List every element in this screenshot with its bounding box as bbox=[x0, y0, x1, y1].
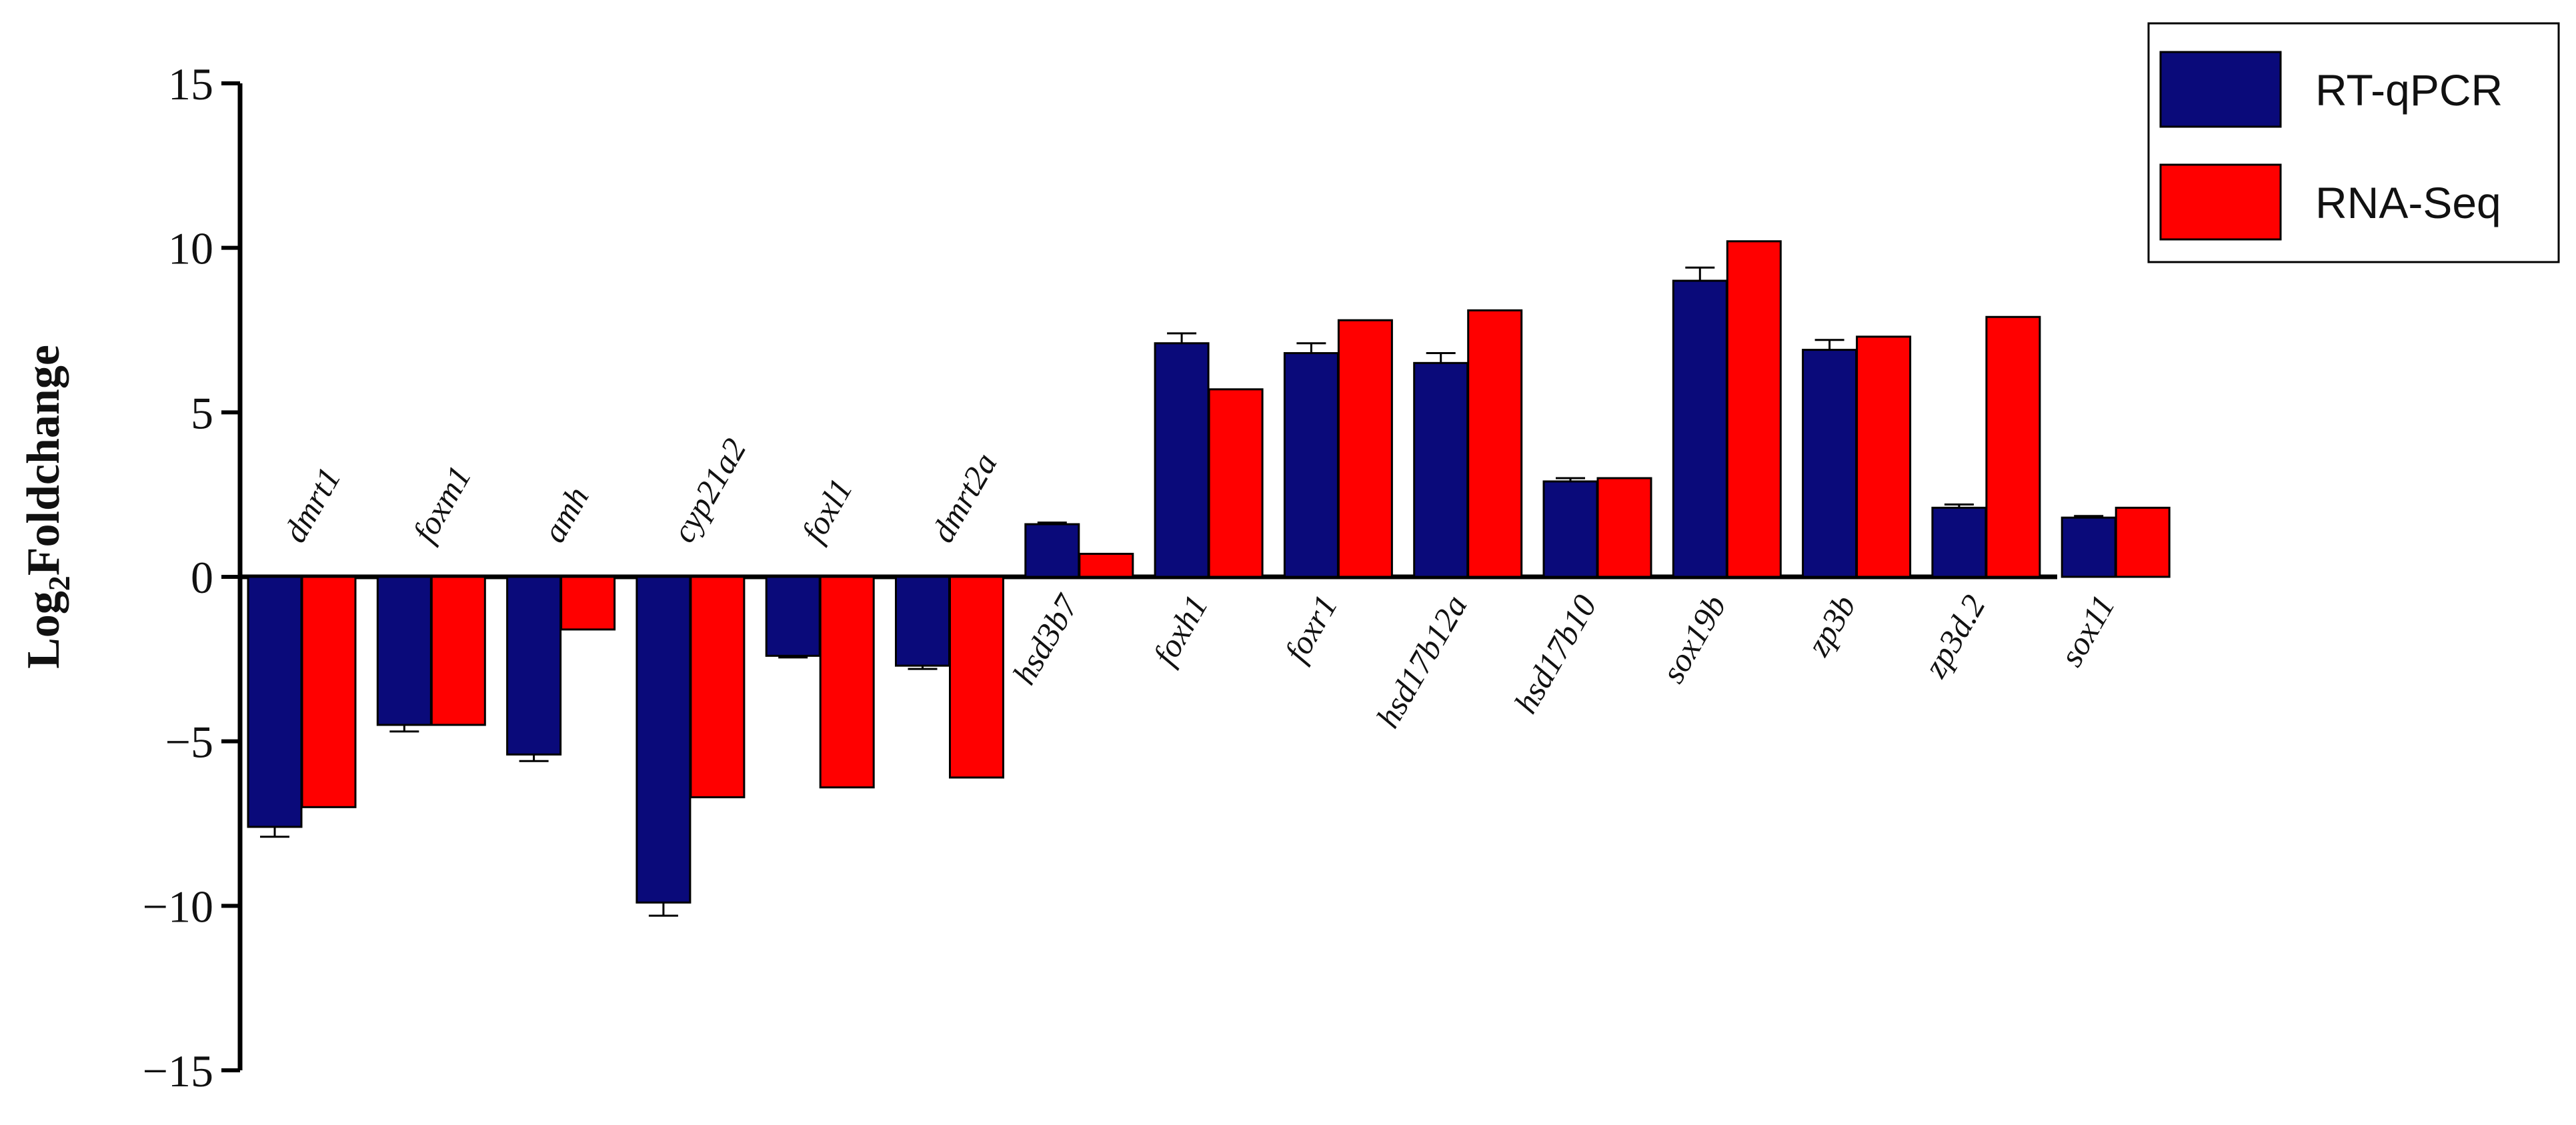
y-tick-label: 0 bbox=[191, 552, 213, 603]
category-label: foxr1 bbox=[1277, 588, 1344, 668]
bar-rna-seq-foxm1 bbox=[430, 576, 486, 726]
bar-rt-qpcr-cyp21a2 bbox=[635, 576, 692, 904]
bar-rt-qpcr-hsd3b7 bbox=[1024, 523, 1080, 578]
legend-label-rt-qpcr: RT-qPCR bbox=[2315, 65, 2503, 115]
bar-rna-seq-foxr1 bbox=[1337, 319, 1393, 578]
bar-rna-seq-sox19b bbox=[1726, 240, 1782, 578]
bar-rna-seq-zp3d-2 bbox=[1985, 315, 2041, 578]
category-label: amh bbox=[535, 480, 596, 549]
bar-rt-qpcr-sox11 bbox=[2061, 516, 2117, 578]
category-label: cyp21a2 bbox=[664, 432, 753, 549]
category-label: foxm1 bbox=[405, 459, 479, 549]
bar-rna-seq-cyp21a2 bbox=[690, 576, 746, 799]
y-ticks: 15 10 5 0 −5 −10 −15 bbox=[143, 59, 240, 1096]
category-label: dmrt2a bbox=[924, 446, 1004, 548]
category-label: sox19b bbox=[1654, 589, 1733, 690]
bar-rt-qpcr-sox19b bbox=[1672, 279, 1728, 578]
legend-swatch-rna-seq bbox=[2159, 163, 2282, 241]
category-label: foxh1 bbox=[1146, 589, 1215, 672]
y-axis-label-rest: Foldchange bbox=[18, 345, 69, 576]
category-label: zp3d.2 bbox=[1916, 589, 1993, 684]
y-tick-label: 10 bbox=[168, 223, 213, 274]
bar-rna-seq-hsd17b10 bbox=[1596, 477, 1652, 578]
bar-rt-qpcr-foxh1 bbox=[1154, 342, 1210, 578]
bar-rt-qpcr-foxr1 bbox=[1283, 352, 1339, 578]
y-tick-label: −15 bbox=[143, 1046, 213, 1096]
bar-rt-qpcr-zp3b bbox=[1802, 349, 1858, 578]
bar-rna-seq-dmrt2a bbox=[949, 576, 1004, 779]
bar-rna-seq-amh bbox=[560, 576, 616, 631]
bar-rna-seq-hsd3b7 bbox=[1078, 552, 1134, 578]
bar-rt-qpcr-zp3d-2 bbox=[1931, 506, 1987, 578]
legend: RT-qPCR RNA-Seq bbox=[2147, 22, 2560, 263]
bar-rna-seq-foxl1 bbox=[819, 576, 875, 789]
category-label: sox11 bbox=[2052, 589, 2122, 673]
bar-rna-seq-dmrt1 bbox=[301, 576, 357, 808]
bar-rt-qpcr-foxl1 bbox=[765, 576, 821, 657]
y-tick-label: −5 bbox=[165, 717, 213, 768]
bar-rt-qpcr-hsd17b12a bbox=[1413, 361, 1469, 578]
y-axis-label: Log2Foldchange bbox=[18, 345, 76, 669]
legend-label-rna-seq: RNA-Seq bbox=[2315, 178, 2501, 227]
y-tick-label: −10 bbox=[143, 881, 213, 932]
y-tick-label: 5 bbox=[191, 387, 213, 438]
bar-rt-qpcr-foxm1 bbox=[376, 576, 432, 726]
category-label: foxl1 bbox=[794, 472, 860, 549]
bar-rna-seq-hsd17b12a bbox=[1467, 309, 1523, 578]
category-label: zp3b bbox=[1798, 589, 1862, 663]
bar-rt-qpcr-dmrt1 bbox=[247, 576, 303, 828]
bar-rt-qpcr-hsd17b10 bbox=[1542, 480, 1598, 578]
bars bbox=[247, 240, 2171, 917]
y-axis-label-main: Log bbox=[18, 591, 69, 669]
bar-rna-seq-foxh1 bbox=[1208, 388, 1264, 578]
legend-swatch-rt-qpcr bbox=[2159, 51, 2282, 128]
category-label: hsd17b10 bbox=[1506, 589, 1604, 720]
bar-rt-qpcr-amh bbox=[506, 576, 562, 756]
category-label: hsd3b7 bbox=[1005, 588, 1086, 691]
y-axis-label-subscript: 2 bbox=[42, 576, 76, 591]
category-label: hsd17b12a bbox=[1368, 589, 1474, 734]
bar-rt-qpcr-dmrt2a bbox=[895, 576, 950, 667]
category-label: dmrt1 bbox=[276, 461, 348, 548]
bar-rna-seq-zp3b bbox=[1856, 335, 1912, 578]
bar-rna-seq-sox11 bbox=[2115, 506, 2171, 578]
y-tick-label: 15 bbox=[168, 59, 213, 109]
